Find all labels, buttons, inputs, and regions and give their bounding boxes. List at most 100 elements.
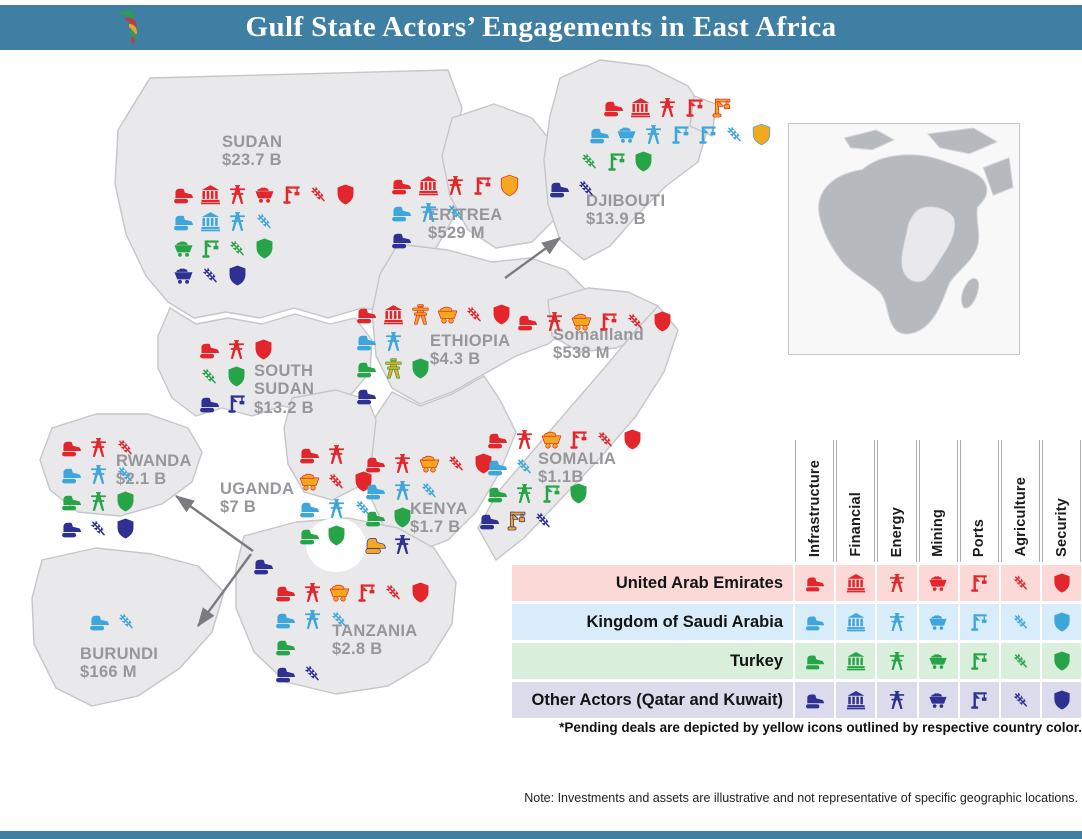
energy-icon [87,490,110,513]
icon-row-eritrea-uae [390,174,521,197]
legend-icon-cell-ksa-security [1042,604,1082,640]
ports-icon [280,183,303,206]
legend-column-header-agriculture: Agriculture [1000,440,1041,562]
icon-row-ethiopia-uae [355,303,513,326]
legend-icon-cell-other-security [1042,682,1082,718]
legend-icon-cell-uae-ports [959,565,999,601]
icon-row-sudan-uae [172,183,357,206]
agriculture-icon [624,310,647,333]
mining-icon-pending [328,581,351,604]
security-icon [334,183,357,206]
icon-row-djibouti-ksa [588,123,773,146]
page-title: Gulf State Actors’ Engagements in East A… [245,11,837,43]
legend-icon-cell-uae-infrastructure [795,565,835,601]
country-value: $1.7 B [410,518,461,537]
category-label: Security [1053,498,1070,557]
infrastructure-icon [516,310,539,333]
agriculture-icon [87,517,110,540]
country-name: SOMALIA [538,450,617,468]
legend-icon-cell-other-financial [836,682,876,718]
icon-row-tanzania-turkey [274,635,297,658]
legend-column-header-security: Security [1042,440,1082,562]
infrastructure-icon [252,554,275,577]
infrastructure-icon [298,524,321,547]
energy-icon [325,497,348,520]
mining-icon [253,183,276,206]
icon-row-sudan-turkey [172,237,276,260]
icon-row-tanzania-uae [274,581,432,604]
country-label-south-sudan: SOUTH SUDAN $13.2 B [254,362,339,417]
arrow-to-rwanda [175,495,254,552]
energy-icon [391,452,414,475]
country-label-sudan: SUDAN $23.7 B [222,133,282,170]
mining-icon-pending [436,303,459,326]
locator-east-africa-highlight [901,206,956,283]
financial-icon [629,96,652,119]
infrastructure-icon [298,443,321,466]
energy-icon [543,310,566,333]
legend-icon-cell-uae-agriculture [1000,565,1041,601]
security-icon [651,310,674,333]
infrastructure-icon [355,303,378,326]
country-name: KENYA [410,500,468,518]
legend-icon-cell-ksa-energy [877,604,917,640]
agriculture-icon [444,201,467,224]
agriculture-icon [114,436,137,459]
legend-icon-cell-ksa-infrastructure [795,604,835,640]
ports-icon [199,237,222,260]
financial-icon [845,689,867,711]
legend-icon-cell-uae-financial [836,565,876,601]
country-shape-djibouti [543,59,711,261]
ports-icon [968,689,990,711]
mining-icon [172,237,195,260]
icon-row-uganda-turkey [298,524,348,547]
legend-table: Infrastructure Financial Energy Mining Ports… [512,440,1082,718]
financial-icon [382,303,405,326]
energy-icon [886,572,908,594]
country-label-somaliland: Somaliland $538 M [553,326,644,363]
icon-row-djibouti-other [548,177,598,200]
legend-icon-cell-turkey-agriculture [1000,643,1041,679]
legend-icon-cell-ksa-agriculture [1000,604,1041,640]
country-label-somalia: SOMALIA $1.1B [538,450,616,487]
country-shape-rwanda [39,413,203,517]
financial-icon [845,650,867,672]
energy-icon [225,338,248,361]
country-label-djibouti: DJIBOUTI $13.9 B [586,192,665,229]
country-label-ethiopia: ETHIOPIA $4.3 B [430,332,510,369]
legend-icon-cell-other-infrastructure [795,682,835,718]
infrastructure-icon [198,338,221,361]
ports-icon [605,150,628,173]
energy-icon [301,608,324,631]
legend-icon-cell-uae-energy [877,565,917,601]
infrastructure-icon [390,174,413,197]
infrastructure-icon [804,611,826,633]
ports-icon [225,392,248,415]
energy-icon [642,123,665,146]
legend-column-header-infrastructure: Infrastructure [795,440,835,562]
infrastructure-icon [60,517,83,540]
icon-row-ethiopia-other [355,384,378,407]
country-label-eritrea: ERITREA $529 M [428,206,503,243]
security-icon [252,338,275,361]
agriculture-icon [115,610,138,633]
category-label: Infrastructure [806,459,823,557]
legend-row-label-other: Other Actors (Qatar and Kuwait) [512,682,793,718]
energy-icon [87,463,110,486]
country-value: $529 M [428,224,485,243]
legend-icon-cell-turkey-security [1042,643,1082,679]
locator-arabia-landmass [982,157,1014,197]
security-icon [1051,572,1073,594]
mining-icon [927,572,949,594]
energy-icon [886,689,908,711]
actor-name: Turkey [730,651,783,670]
agriculture-icon [1010,650,1032,672]
energy-icon [391,479,414,502]
infrastructure-icon [60,463,83,486]
icon-row-sudan-ksa [172,210,276,233]
infrastructure-icon [602,96,625,119]
agriculture-icon [253,210,276,233]
agriculture-icon [114,463,137,486]
icon-row-eritrea-ksa [390,201,467,224]
agriculture-icon [199,264,222,287]
